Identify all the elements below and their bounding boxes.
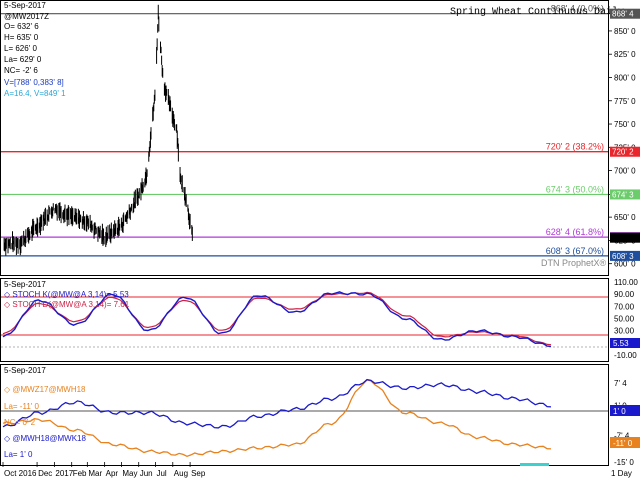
- stoch-current-tag: [610, 338, 640, 348]
- stoch-date: 5-Sep-2017: [4, 280, 46, 289]
- stoch-k-line: [2, 291, 552, 348]
- x-tick-label-10: Sep: [191, 469, 206, 478]
- spread-s1-last: La= -11' 0: [4, 402, 40, 411]
- stoch-tick-label-1: 90.00: [614, 290, 635, 299]
- symbol-label: @MW2017Z: [4, 12, 49, 21]
- price-tick-label-4: 775' 0: [614, 97, 636, 106]
- x-tick-label-3: Feb: [73, 469, 87, 478]
- spread-orange-value: -11' 0: [613, 439, 633, 448]
- spread-s1-net-change: NC= 0' 2: [4, 418, 36, 427]
- x-tick-label-8: Jul: [156, 469, 166, 478]
- fib-label-0: 868' 4 (0.0%): [551, 4, 604, 14]
- ohlc-open: O= 632' 6: [4, 22, 39, 31]
- x-tick-label-2: 2017: [55, 469, 73, 478]
- price-tick-label-5: 750' 0: [614, 120, 636, 129]
- fib-tag-1: [610, 146, 640, 157]
- spread-tick-label-3: -15' 0: [614, 458, 634, 467]
- ohlc-last: La= 629' 0: [4, 55, 42, 64]
- fib-label-2: 674' 3 (50.0%): [546, 184, 604, 194]
- fib-label-1: 720' 2 (38.2%): [546, 142, 604, 152]
- fib-tag-2: [610, 189, 640, 200]
- spread-panel: [0, 364, 609, 466]
- stoch-panel: [0, 278, 609, 362]
- fib-label-3: 628' 4 (61.8%): [546, 227, 604, 237]
- stoch-k-label: ◇ STOCH K(@MW@A 3,14)= 5.53: [4, 290, 129, 299]
- fib-tag-0: [610, 8, 640, 19]
- ohlc-net-change: NC= -2' 6: [4, 66, 38, 75]
- price-tick-label-11: 600' 0: [614, 260, 636, 269]
- stoch-d-label: ◇ STOCH D(@MW@A 3,14)= 7.61: [4, 300, 130, 309]
- spread-tick-label-2: -7' 4: [614, 432, 630, 441]
- price-date: 5-Sep-2017: [4, 1, 46, 10]
- stoch-tick-label-6: -10.00: [614, 351, 637, 360]
- last-price-tag: [610, 232, 640, 243]
- price-tick-label-1: 850' 0: [614, 27, 636, 36]
- ohlc-high: H= 635' 0: [4, 33, 39, 42]
- fib-tag-value-0: 868' 4: [612, 10, 634, 19]
- volume-label: V=[788' 0,383' 8]: [4, 78, 64, 87]
- fib-tag-value-4: 608' 3: [612, 252, 634, 261]
- stoch-tick-label-2: 70.00: [614, 302, 635, 311]
- spread-blue-tag: [610, 405, 640, 416]
- stoch-tick-label-0: 110.00: [614, 278, 638, 287]
- price-tick-label-2: 825' 0: [614, 50, 636, 59]
- price-tick-label-7: 700' 0: [614, 167, 636, 176]
- fib-tag-4: [610, 250, 640, 261]
- spread-mwh18-mwk18-line: [2, 378, 552, 429]
- spread-s2-label: ◇ @MWH18@MWK18: [4, 434, 87, 443]
- spread-s2-last: La= 1' 0: [4, 450, 33, 459]
- x-tick-label-5: Apr: [106, 469, 119, 478]
- scroll-indicator[interactable]: [520, 463, 549, 466]
- stoch-current-value: 5.53: [613, 339, 629, 348]
- x-tick-label-1: Dec: [38, 469, 52, 478]
- ohlc-low: L= 626' 0: [4, 44, 37, 53]
- spread-orange-tag: [610, 437, 640, 448]
- spread-date: 5-Sep-2017: [4, 366, 46, 375]
- price-bars: [3, 4, 193, 256]
- spread-s1-label: ◇ @MWZ17@MWH18: [4, 385, 86, 394]
- price-panel: [0, 0, 609, 276]
- spread-blue-value: 1' 0: [613, 407, 626, 416]
- x-axis-strip: [0, 466, 640, 480]
- spread-mwz17-mwh18-line: [2, 379, 552, 458]
- x-tick-label-0: Oct 2016: [4, 469, 37, 478]
- chart-title: Spring Wheat Continuous Daily: [450, 6, 624, 18]
- x-tick-label-7: Jun: [140, 469, 153, 478]
- stoch-tick-label-4: 30.00: [614, 327, 635, 336]
- fib-label-4: 608' 3 (67.0%): [546, 246, 604, 256]
- fib-tag-value-1: 720' 2: [612, 148, 634, 157]
- x-tick-label-6: May: [122, 469, 137, 478]
- price-tick-label-3: 800' 0: [614, 73, 636, 82]
- price-tick-label-9: 650' 0: [614, 213, 636, 222]
- watermark: DTN ProphetX®: [541, 258, 607, 268]
- x-tick-label-9: Aug: [174, 469, 188, 478]
- stoch-tick-label-3: 50.00: [614, 315, 635, 324]
- interval-label: 1 Day: [611, 469, 632, 478]
- spread-tick-label-0: 7' 4: [614, 379, 627, 388]
- fib-tag-value-2: 674' 3: [612, 190, 634, 199]
- average-label: A=16.4, V=849' 1: [4, 89, 66, 98]
- x-tick-label-4: Mar: [88, 469, 102, 478]
